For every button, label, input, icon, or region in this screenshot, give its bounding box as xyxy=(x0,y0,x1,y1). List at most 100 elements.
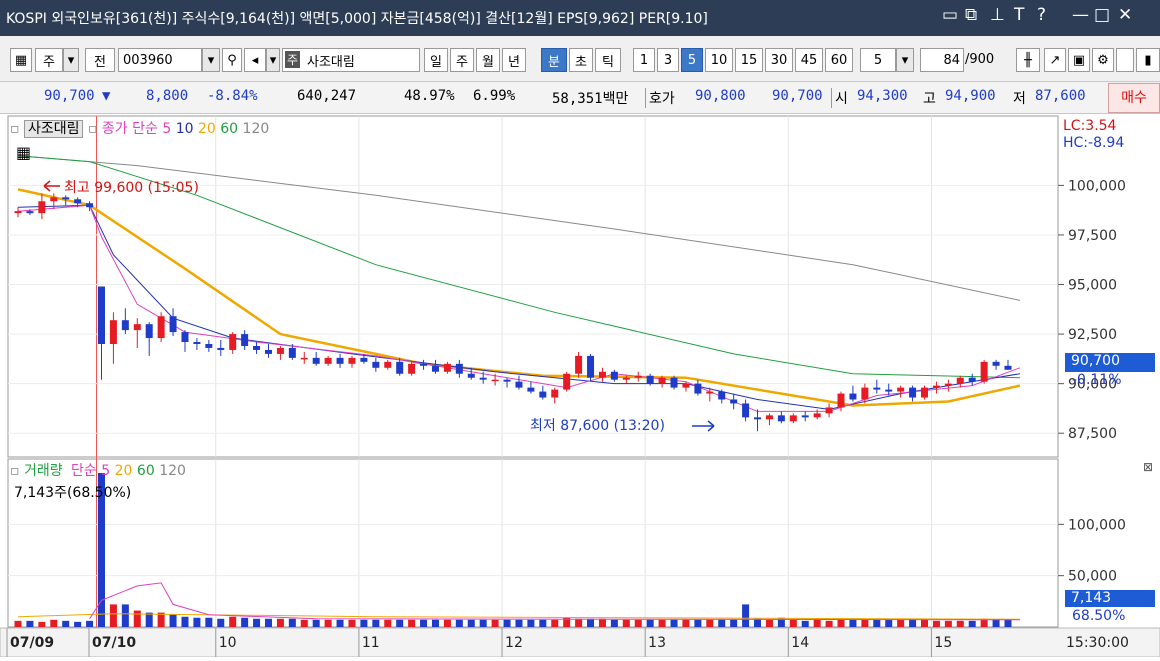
minute-3[interactable]: 3 xyxy=(657,48,679,72)
option-checkbox[interactable] xyxy=(1116,48,1134,72)
x-axis-label: 15 xyxy=(934,635,952,651)
volume-panel-frame xyxy=(7,458,1059,628)
volume-bar xyxy=(742,604,750,627)
volume-legend-ma5: 단순 5 xyxy=(71,463,111,479)
toolbar: ▦ 주 ▾ 전 003960 ▾ ⚲ ◂ ▾ 주 사조대림 일 주 월 년 분 … xyxy=(0,36,1160,81)
table-icon[interactable]: ▦ xyxy=(16,143,32,162)
open-label: 시 xyxy=(831,88,848,108)
volume-bar xyxy=(169,614,177,627)
minute-30[interactable]: 30 xyxy=(765,48,793,72)
more-icon[interactable]: ▮ xyxy=(1136,48,1160,72)
stock-name[interactable]: 주 사조대림 xyxy=(282,48,420,72)
close-icon[interactable]: ✕ xyxy=(1118,5,1133,25)
search-icon[interactable]: ⚲ xyxy=(222,48,242,72)
type-select[interactable]: 전 xyxy=(85,48,115,72)
candle-body xyxy=(50,197,58,202)
minute-60[interactable]: 60 xyxy=(825,48,853,72)
lc-label: LC:3.54 xyxy=(1063,118,1117,134)
candle-body xyxy=(575,355,583,374)
candle-body xyxy=(730,399,738,404)
minute-5[interactable]: 5 xyxy=(681,48,703,72)
maximize-icon[interactable]: □ xyxy=(1094,5,1111,25)
volume-bar xyxy=(575,618,583,627)
volume-tick-label: 50,000 xyxy=(1068,569,1117,585)
volume-info: 7,143주(68.50%) xyxy=(14,485,132,501)
tab-month[interactable]: 월 xyxy=(476,48,500,72)
market-select[interactable]: 주 xyxy=(35,48,63,72)
stock-badge: 주 xyxy=(285,51,301,68)
y-tick-label: 95,000 xyxy=(1068,278,1117,294)
interval-input[interactable]: 5 xyxy=(860,48,896,72)
change-rate: -8.84% xyxy=(207,88,258,104)
current-price-tag: 90,700 xyxy=(1065,353,1155,372)
volume-bar xyxy=(74,621,82,627)
x-axis-label: 12 xyxy=(505,635,523,651)
open-price: 94,300 xyxy=(857,88,908,104)
chart-menu-icon[interactable]: ▦ xyxy=(10,48,32,72)
candle-body xyxy=(539,391,547,398)
volume-bar xyxy=(503,619,511,627)
sound-icon[interactable]: ◂ xyxy=(244,48,266,72)
code-input[interactable]: 003960 xyxy=(118,48,202,72)
pin-icon[interactable]: ⊥ xyxy=(990,5,1005,25)
candle-body xyxy=(1004,365,1012,370)
candle-body xyxy=(467,373,475,378)
price-change: 8,800 xyxy=(146,88,189,104)
candle-body xyxy=(634,375,642,378)
minute-45[interactable]: 45 xyxy=(795,48,823,72)
volume-bar xyxy=(897,619,905,627)
minute-15[interactable]: 15 xyxy=(735,48,763,72)
volume-bar xyxy=(610,619,618,627)
minute-10[interactable]: 10 xyxy=(705,48,733,72)
help-icon[interactable]: ? xyxy=(1037,5,1047,25)
tab-year[interactable]: 년 xyxy=(502,48,526,72)
tab-tick[interactable]: 틱 xyxy=(595,48,621,72)
volume-bar xyxy=(145,612,153,627)
volume-bar xyxy=(777,617,785,627)
save-icon[interactable]: ▣ xyxy=(1068,48,1090,72)
font-icon[interactable]: T xyxy=(1014,5,1025,25)
volume-bar xyxy=(598,618,606,627)
minimize-icon[interactable]: — xyxy=(1072,5,1089,25)
tab-day[interactable]: 일 xyxy=(424,48,448,72)
tab-week[interactable]: 주 xyxy=(450,48,474,72)
volume-bar xyxy=(97,473,105,627)
tile-icon[interactable]: ⧉ xyxy=(965,5,978,25)
count-input[interactable]: 84 xyxy=(920,48,964,72)
gear-icon[interactable]: ⚙ xyxy=(1092,48,1114,72)
candle-body xyxy=(372,361,380,368)
chart-area[interactable]: 100,000 97,500 95,000 92,500 90,000 87,500 100… xyxy=(0,114,1160,658)
panel-close-icon[interactable]: ⊠ xyxy=(1143,460,1154,474)
legend-stock-name[interactable]: 사조대림 xyxy=(23,120,84,138)
price-chart-svg[interactable]: 100,00097,50095,00092,50090,00087,500100… xyxy=(0,114,1160,658)
volume-bar xyxy=(789,619,797,627)
price-panel-frame xyxy=(7,115,1059,458)
buy-button[interactable]: 매수 xyxy=(1108,83,1160,113)
minute-1[interactable]: 1 xyxy=(633,48,655,72)
volume-group xyxy=(14,473,1020,627)
tab-second[interactable]: 초 xyxy=(569,48,593,72)
volume-bar xyxy=(539,619,547,627)
volume-legend-ma120: 120 xyxy=(159,463,186,479)
sound-dropdown-icon[interactable]: ▾ xyxy=(266,48,280,72)
volume-bar xyxy=(515,619,523,627)
chart-grid xyxy=(7,115,1059,657)
candle-body xyxy=(86,203,94,208)
ma120-line xyxy=(17,155,1021,301)
candle-body xyxy=(121,320,129,331)
y-tick-label: 87,500 xyxy=(1068,426,1117,442)
candle-icon[interactable]: ╫ xyxy=(1016,48,1040,72)
legend-square-icon: ▫ xyxy=(87,121,98,137)
volume-bar xyxy=(467,619,475,627)
interval-dropdown-icon[interactable]: ▾ xyxy=(896,48,914,72)
market-dropdown-icon[interactable]: ▾ xyxy=(63,48,79,72)
tab-minute[interactable]: 분 xyxy=(541,48,567,72)
code-dropdown-icon[interactable]: ▾ xyxy=(202,48,220,72)
line-tool-icon[interactable]: ↗ xyxy=(1044,48,1066,72)
volume-bar xyxy=(730,619,738,627)
candle-body xyxy=(646,375,654,384)
x-axis-label: 15:30:00 xyxy=(1066,635,1129,651)
volume-ma20-line xyxy=(17,613,1020,620)
legend-square-icon: ▫ xyxy=(10,463,20,479)
restore-icon[interactable]: ▭ xyxy=(942,5,959,25)
